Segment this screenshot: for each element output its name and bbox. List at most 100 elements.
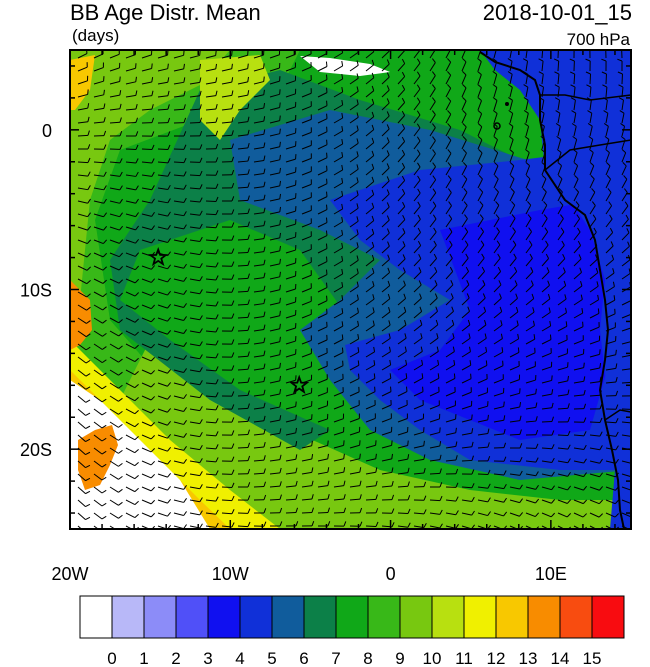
wind-barb bbox=[557, 512, 568, 518]
wind-barb-flag bbox=[494, 188, 499, 193]
wind-barb-flag bbox=[439, 441, 442, 447]
wind-barb-flag bbox=[576, 214, 581, 220]
wind-barb-flag bbox=[416, 136, 421, 142]
wind-barb bbox=[477, 351, 487, 358]
wind-barb-flag bbox=[279, 521, 283, 527]
x-tick-label: 20W bbox=[51, 564, 88, 584]
wind-barb-flag bbox=[580, 294, 583, 300]
wind-barb bbox=[605, 326, 616, 332]
wind-barb bbox=[621, 178, 628, 189]
wind-barb bbox=[365, 155, 375, 163]
wind-barb-flag bbox=[215, 157, 219, 163]
wind-barb-flag bbox=[119, 212, 124, 217]
wind-barb bbox=[365, 90, 375, 98]
wind-barb bbox=[461, 324, 471, 332]
wind-barb-flag bbox=[391, 494, 395, 500]
wind-barb bbox=[429, 218, 437, 228]
wind-barb-flag bbox=[582, 499, 588, 504]
wind-barb bbox=[333, 260, 343, 267]
wind-barb-flag bbox=[417, 162, 421, 168]
wind-barb bbox=[493, 191, 499, 202]
wind-barb-flag bbox=[535, 484, 539, 490]
wind-barb-flag bbox=[86, 279, 91, 285]
wind-barb-flag bbox=[583, 485, 588, 491]
wind-barb-flag bbox=[247, 76, 250, 82]
wind-barb bbox=[141, 447, 152, 453]
wind-barb-flag bbox=[341, 138, 344, 145]
wind-barb-flag bbox=[263, 155, 266, 161]
wind-barb-flag bbox=[535, 471, 539, 476]
wind-barb bbox=[109, 512, 119, 519]
wind-barb-flag bbox=[327, 507, 330, 513]
wind-barb bbox=[413, 431, 424, 436]
wind-barb-flag bbox=[87, 171, 91, 177]
wind-barb-flag bbox=[455, 427, 457, 433]
wind-barb-flag bbox=[465, 253, 469, 259]
wind-barb-flag bbox=[615, 363, 618, 369]
wind-barb bbox=[445, 74, 452, 85]
wind-barb bbox=[381, 219, 390, 228]
wind-barb bbox=[333, 391, 344, 397]
wind-barb bbox=[429, 88, 436, 98]
wind-barb bbox=[173, 486, 184, 490]
wind-barb-flag bbox=[387, 280, 391, 286]
wind-barb bbox=[269, 263, 280, 267]
wind-barb-flag bbox=[341, 295, 344, 301]
wind-barb bbox=[221, 108, 232, 111]
wind-barb bbox=[493, 378, 504, 384]
wind-barb-flag bbox=[101, 515, 107, 520]
wind-barb bbox=[301, 498, 313, 501]
wind-barb-flag bbox=[583, 458, 587, 464]
wind-barb bbox=[477, 87, 482, 98]
star-marker bbox=[147, 246, 169, 267]
wind-barb-flag bbox=[167, 251, 171, 256]
wind-barb-flag bbox=[167, 131, 171, 137]
wind-barb bbox=[557, 231, 565, 241]
wind-barb bbox=[381, 391, 392, 397]
wind-barb-flag bbox=[567, 403, 570, 409]
wind-barb bbox=[493, 473, 505, 476]
wind-barb-flag bbox=[183, 458, 187, 464]
wind-barb bbox=[349, 233, 359, 241]
wind-barb bbox=[573, 152, 578, 163]
wind-barb bbox=[317, 79, 328, 85]
wind-barb bbox=[509, 231, 516, 241]
wind-barb bbox=[269, 432, 280, 436]
wind-barb-flag bbox=[134, 397, 139, 402]
wind-barb bbox=[253, 81, 264, 85]
wind-barb bbox=[413, 179, 421, 189]
wind-barb-flag bbox=[554, 46, 559, 48]
wind-barb-flag bbox=[134, 331, 139, 336]
wind-barb bbox=[237, 186, 249, 189]
wind-barb bbox=[109, 447, 119, 454]
wind-barb bbox=[349, 103, 359, 111]
wind-barb bbox=[237, 525, 249, 528]
wind-barb-flag bbox=[508, 109, 513, 114]
wind-barb bbox=[189, 304, 200, 308]
wind-barb-flag bbox=[592, 214, 597, 220]
wind-barb-flag bbox=[134, 410, 139, 415]
wind-barb bbox=[365, 311, 375, 319]
wind-barb bbox=[381, 485, 393, 488]
wind-barb bbox=[125, 226, 136, 231]
wind-barb-flag bbox=[455, 524, 459, 529]
wind-barb-flag bbox=[603, 123, 609, 127]
wind-barb bbox=[541, 50, 544, 59]
wind-barb-flag bbox=[118, 279, 123, 284]
wind-barb-flag bbox=[102, 293, 107, 298]
wind-barb-flag bbox=[118, 475, 123, 480]
wind-barb bbox=[269, 315, 280, 319]
wind-barb-flag bbox=[471, 428, 474, 434]
wind-barbs bbox=[77, 46, 634, 529]
wind-barb-flag bbox=[535, 443, 539, 449]
wind-barb bbox=[285, 314, 296, 319]
wind-barb-flag bbox=[632, 405, 634, 410]
wind-barb-flag bbox=[449, 266, 454, 272]
wind-barb bbox=[509, 365, 520, 371]
wind-barb bbox=[237, 368, 249, 371]
wind-barb bbox=[365, 285, 375, 293]
wind-barb-flag bbox=[167, 211, 171, 217]
wind-barb bbox=[557, 165, 562, 176]
wind-barb-flag bbox=[86, 306, 91, 311]
wind-barb-flag bbox=[494, 161, 499, 167]
